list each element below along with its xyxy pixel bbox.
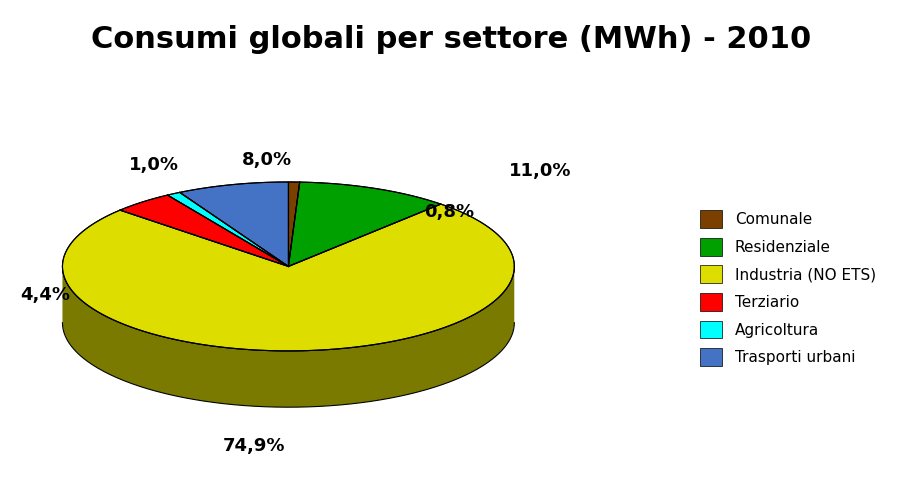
Polygon shape: [167, 192, 288, 266]
Polygon shape: [288, 182, 299, 266]
Polygon shape: [62, 266, 514, 407]
Text: Consumi globali per settore (MWh) - 2010: Consumi globali per settore (MWh) - 2010: [91, 25, 811, 54]
Polygon shape: [120, 195, 288, 266]
Text: 1,0%: 1,0%: [129, 156, 179, 174]
Polygon shape: [179, 182, 288, 266]
Polygon shape: [62, 204, 514, 351]
Text: 0,8%: 0,8%: [424, 203, 474, 221]
Text: 8,0%: 8,0%: [242, 151, 291, 169]
Legend: Comunale, Residenziale, Industria (NO ETS), Terziario, Agricoltura, Trasporti ur: Comunale, Residenziale, Industria (NO ET…: [695, 206, 879, 371]
Polygon shape: [288, 182, 440, 266]
Text: 4,4%: 4,4%: [20, 285, 70, 304]
Text: 11,0%: 11,0%: [509, 162, 571, 180]
Text: 74,9%: 74,9%: [222, 437, 284, 455]
